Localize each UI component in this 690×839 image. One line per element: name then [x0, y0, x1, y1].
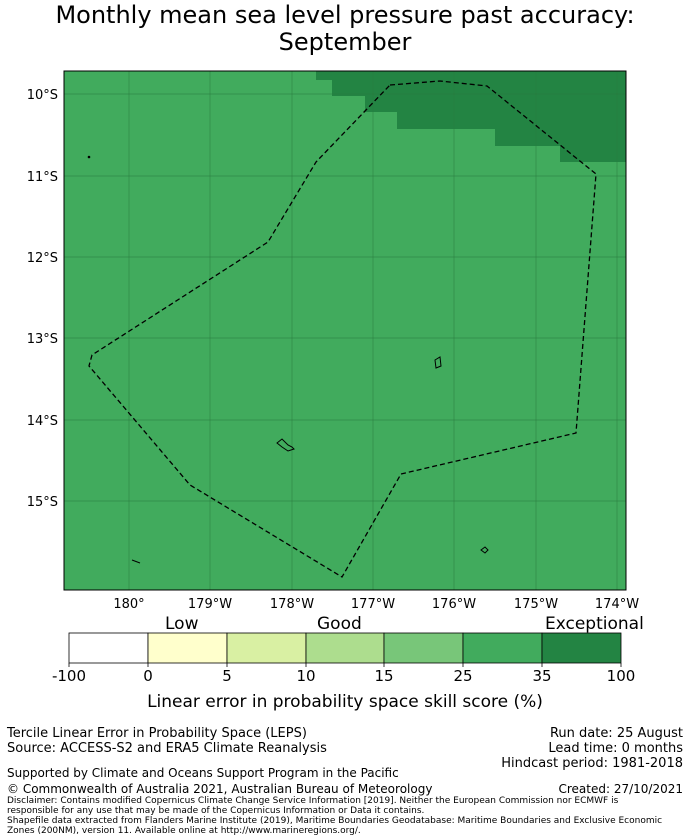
colorbar-bin	[383, 632, 464, 664]
title-line-1: Monthly mean sea level pressure past acc…	[55, 1, 635, 29]
colorbar-bin	[68, 632, 149, 664]
colorbar-bin	[305, 632, 385, 664]
longitude-label: 176°W	[432, 597, 476, 612]
longitude-label: 178°W	[270, 597, 314, 612]
disclaimer-line-1: Disclaimer: Contains modified Copernicus…	[7, 796, 619, 806]
cell-exceptional	[332, 80, 626, 96]
category-low: Low	[165, 614, 199, 634]
colorbar-tick-label: 10	[296, 667, 316, 685]
graticule	[64, 71, 626, 590]
longitude-labels: 180° 179°W 178°W 177°W 176°W 175°W 174°W	[113, 597, 639, 612]
category-exceptional: Exceptional	[545, 614, 644, 634]
footer-run-date: Run date: 25 August	[549, 726, 683, 741]
longitude-label: 177°W	[351, 597, 395, 612]
longitude-label: 180°	[113, 597, 144, 612]
eez-boundary	[88, 80, 597, 578]
chart-title: Monthly mean sea level pressure past acc…	[0, 2, 690, 56]
latitude-label: 14°S	[27, 414, 58, 429]
latitude-label: 13°S	[27, 332, 58, 347]
colorbar-tick-label: 5	[222, 667, 232, 685]
title-line-2: September	[278, 28, 412, 56]
category-good: Good	[317, 614, 362, 634]
latitude-label: 10°S	[27, 88, 58, 103]
latitude-label: 12°S	[27, 251, 58, 266]
colorbar-bin	[226, 632, 307, 664]
colorbar-tick-label: 35	[532, 667, 552, 685]
disclaimer-line-3: Shapefile data extracted from Flanders M…	[7, 816, 663, 826]
cell-exceptional	[495, 129, 626, 146]
colorbar-tick-label: 0	[143, 667, 153, 685]
colorbar-bins	[68, 632, 622, 667]
footer-method: Tercile Linear Error in Probability Spac…	[7, 726, 307, 741]
island-south	[480, 546, 489, 554]
islet-north	[87, 155, 91, 159]
disclaimer-line-4: Zones (200NM), version 11. Available onl…	[7, 826, 361, 836]
cell-good	[64, 71, 626, 590]
islands	[87, 155, 489, 564]
disclaimer-line-2: responsible for any use that may be made…	[7, 806, 425, 816]
footer-hindcast-period: Hindcast period: 1981-2018	[501, 756, 683, 771]
footer-created: Created: 27/10/2021	[558, 782, 683, 796]
map-frame	[63, 70, 627, 591]
footer-copyright: © Commonwealth of Australia 2021, Austra…	[7, 782, 433, 796]
longitude-label: 175°W	[514, 597, 558, 612]
cell-exceptional	[316, 71, 626, 80]
colorbar-bin	[147, 632, 228, 664]
disclaimer: Disclaimer: Contains modified Copernicus…	[7, 796, 687, 836]
skill-map: 10°S11°S12°S13°S14°S15°S 180° 179°W 178°W 1…	[27, 70, 639, 612]
colorbar-tick-label: 100	[606, 667, 636, 685]
colorbar	[68, 632, 622, 667]
longitude-label: 174°W	[595, 597, 639, 612]
footer-lead-time: Lead time: 0 months	[548, 741, 683, 756]
footer-source: Source: ACCESS-S2 and ERA5 Climate Reana…	[7, 741, 327, 756]
colorbar-bin	[462, 632, 543, 664]
latitude-label: 15°S	[27, 495, 58, 510]
latitude-labels: 10°S 11°S 12°S 13°S 14°S 15°S	[27, 88, 58, 510]
colorbar-tick-label: 25	[453, 667, 473, 685]
colorbar-tick-label: -100	[51, 667, 87, 685]
colorbar-tick-label: 15	[374, 667, 394, 685]
island-west	[276, 438, 295, 452]
island-east	[434, 356, 442, 369]
islet-southwest	[131, 559, 141, 564]
colorbar-bin	[541, 632, 622, 664]
cell-exceptional	[365, 96, 626, 112]
longitude-label: 179°W	[188, 597, 232, 612]
latitude-label: 11°S	[27, 170, 58, 185]
footer-supported: Supported by Climate and Oceans Support …	[7, 766, 399, 780]
colorbar-label: Linear error in probability space skill …	[147, 692, 543, 712]
